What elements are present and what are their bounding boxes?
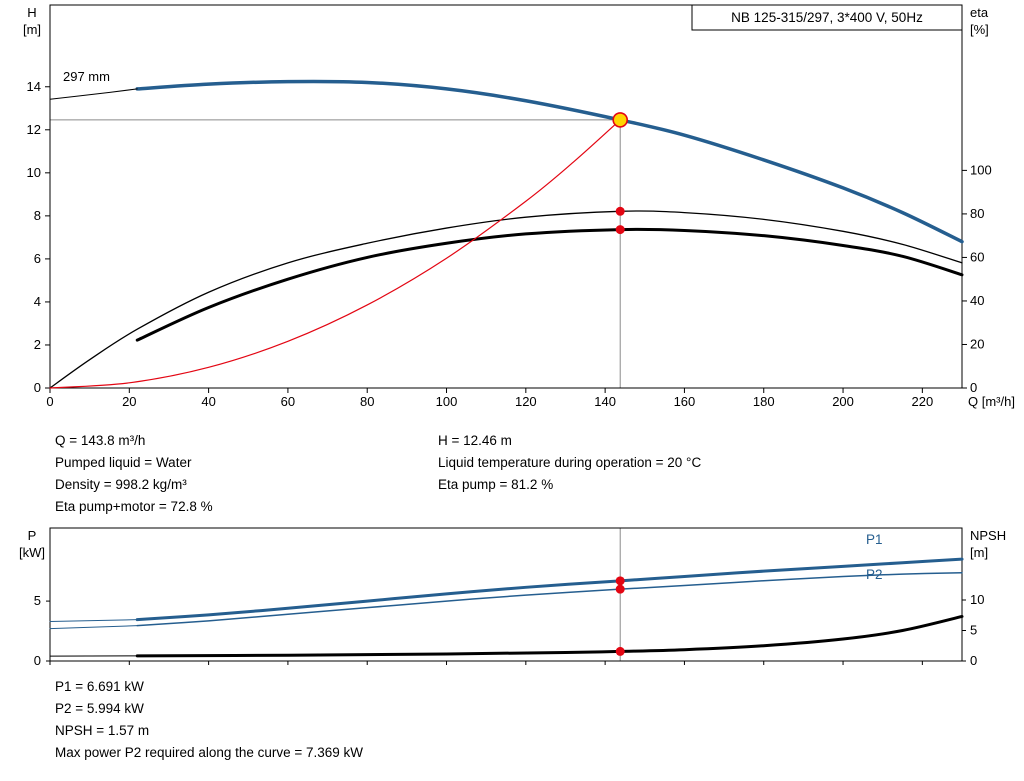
y-right-tick-label: 60 bbox=[970, 249, 984, 264]
eta-pump-motor-curve bbox=[135, 227, 964, 342]
y-left-tick-label: 5 bbox=[34, 593, 41, 608]
npsh-duty-dot bbox=[615, 646, 625, 656]
annotation-eta-pump-motor: Eta pump+motor = 72.8 % bbox=[55, 499, 213, 514]
plot-frame bbox=[49, 527, 963, 662]
plot-frame bbox=[49, 4, 963, 389]
y-left-tick-label: 14 bbox=[27, 79, 41, 94]
annotation-density: Density = 998.2 kg/m³ bbox=[55, 477, 187, 492]
x-tick-label: 160 bbox=[674, 394, 696, 409]
chart-title: NB 125-315/297, 3*400 V, 50Hz bbox=[731, 10, 923, 25]
y-left-tick-label: 0 bbox=[34, 380, 41, 395]
p2-duty-dot bbox=[615, 584, 625, 594]
y-right-tick-label: 0 bbox=[970, 653, 977, 668]
x-axis-title: Q [m³/h] bbox=[968, 394, 1015, 409]
y-left-tick-label: 10 bbox=[27, 165, 41, 180]
x-tick-label: 80 bbox=[360, 394, 374, 409]
y-left-tick-label: 0 bbox=[34, 653, 41, 668]
y-right-tick-label: 5 bbox=[970, 622, 977, 637]
y-left-axis-title: H bbox=[27, 5, 36, 20]
y-left-tick-label: 8 bbox=[34, 208, 41, 223]
annotation-flow: Q = 143.8 m³/h bbox=[55, 433, 146, 448]
annotation-pumped-liquid: Pumped liquid = Water bbox=[55, 455, 192, 470]
y-right-tick-label: 100 bbox=[970, 162, 992, 177]
p1-curve-extension bbox=[49, 619, 138, 622]
y-right-axis-unit: [%] bbox=[970, 22, 989, 37]
duty-annotations-left: Q = 143.8 m³/h Pumped liquid = Water Den… bbox=[55, 430, 213, 518]
y-left-axis-unit: [m] bbox=[23, 22, 41, 37]
y-right-tick-label: 40 bbox=[970, 293, 984, 308]
annotation-p2: P2 = 5.994 kW bbox=[55, 701, 144, 716]
eta-pump-motor-duty-dot bbox=[615, 225, 625, 235]
p2-curve-extension bbox=[49, 625, 138, 630]
x-tick-label: 180 bbox=[753, 394, 775, 409]
p1-curve bbox=[135, 557, 964, 622]
y-right-tick-label: 10 bbox=[970, 592, 984, 607]
y-right-tick-label: 80 bbox=[970, 206, 984, 221]
curve-label-p1: P1 bbox=[866, 532, 883, 547]
y-left-axis-unit: [kW] bbox=[19, 545, 45, 560]
eta-pump-curve bbox=[49, 210, 963, 389]
annotation-eta-pump: Eta pump = 81.2 % bbox=[438, 477, 554, 492]
y-right-axis-unit: [m] bbox=[970, 545, 988, 560]
annotation-max-p2: Max power P2 required along the curve = … bbox=[55, 745, 364, 760]
head-curve bbox=[135, 79, 964, 244]
y-right-tick-label: 20 bbox=[970, 336, 984, 351]
npsh-curve bbox=[135, 614, 964, 658]
annotation-npsh: NPSH = 1.57 m bbox=[55, 723, 150, 738]
y-right-axis-title: eta bbox=[970, 5, 989, 20]
power-annotations: P1 = 6.691 kW P2 = 5.994 kW NPSH = 1.57 … bbox=[55, 676, 363, 764]
p1-duty-dot bbox=[615, 576, 625, 586]
annotation-head: H = 12.46 m bbox=[438, 433, 512, 448]
y-left-tick-label: 12 bbox=[27, 122, 41, 137]
chart-title-box bbox=[691, 4, 963, 31]
x-tick-label: 60 bbox=[281, 394, 295, 409]
curve-label-p2: P2 bbox=[866, 567, 883, 582]
eta-pump-duty-dot bbox=[615, 206, 625, 216]
x-tick-label: 120 bbox=[515, 394, 537, 409]
x-tick-label: 220 bbox=[911, 394, 933, 409]
x-tick-label: 200 bbox=[832, 394, 854, 409]
x-tick-label: 40 bbox=[201, 394, 215, 409]
y-left-tick-label: 6 bbox=[34, 251, 41, 266]
impeller-diameter-label: 297 mm bbox=[63, 69, 110, 84]
y-right-axis-title: NPSH bbox=[970, 528, 1006, 543]
head-capacity-chart: 0 20 40 60 80 100 120 140 160 180 200 220 Q [m³/h]02… bbox=[23, 4, 1015, 409]
annotation-liquid-temperature: Liquid temperature during operation = 20… bbox=[438, 455, 702, 470]
annotation-p1: P1 = 6.691 kW bbox=[55, 679, 144, 694]
duty-annotations-right: H = 12.46 m Liquid temperature during op… bbox=[438, 430, 701, 496]
p2-curve bbox=[136, 571, 963, 627]
x-tick-label: 20 bbox=[122, 394, 136, 409]
duty-point bbox=[612, 112, 628, 128]
power-npsh-chart: 0 5 0 5 10 P [kW] NPSH [m] P1 P2 bbox=[19, 527, 1006, 668]
x-tick-label: 0 bbox=[46, 394, 53, 409]
y-left-tick-label: 2 bbox=[34, 337, 41, 352]
system-curve bbox=[49, 119, 621, 389]
head-curve-extension bbox=[49, 88, 138, 100]
x-tick-label: 140 bbox=[594, 394, 616, 409]
y-left-axis-title: P bbox=[28, 528, 37, 543]
y-right-tick-label: 0 bbox=[970, 380, 977, 395]
y-left-tick-label: 4 bbox=[34, 294, 41, 309]
x-tick-label: 100 bbox=[436, 394, 458, 409]
